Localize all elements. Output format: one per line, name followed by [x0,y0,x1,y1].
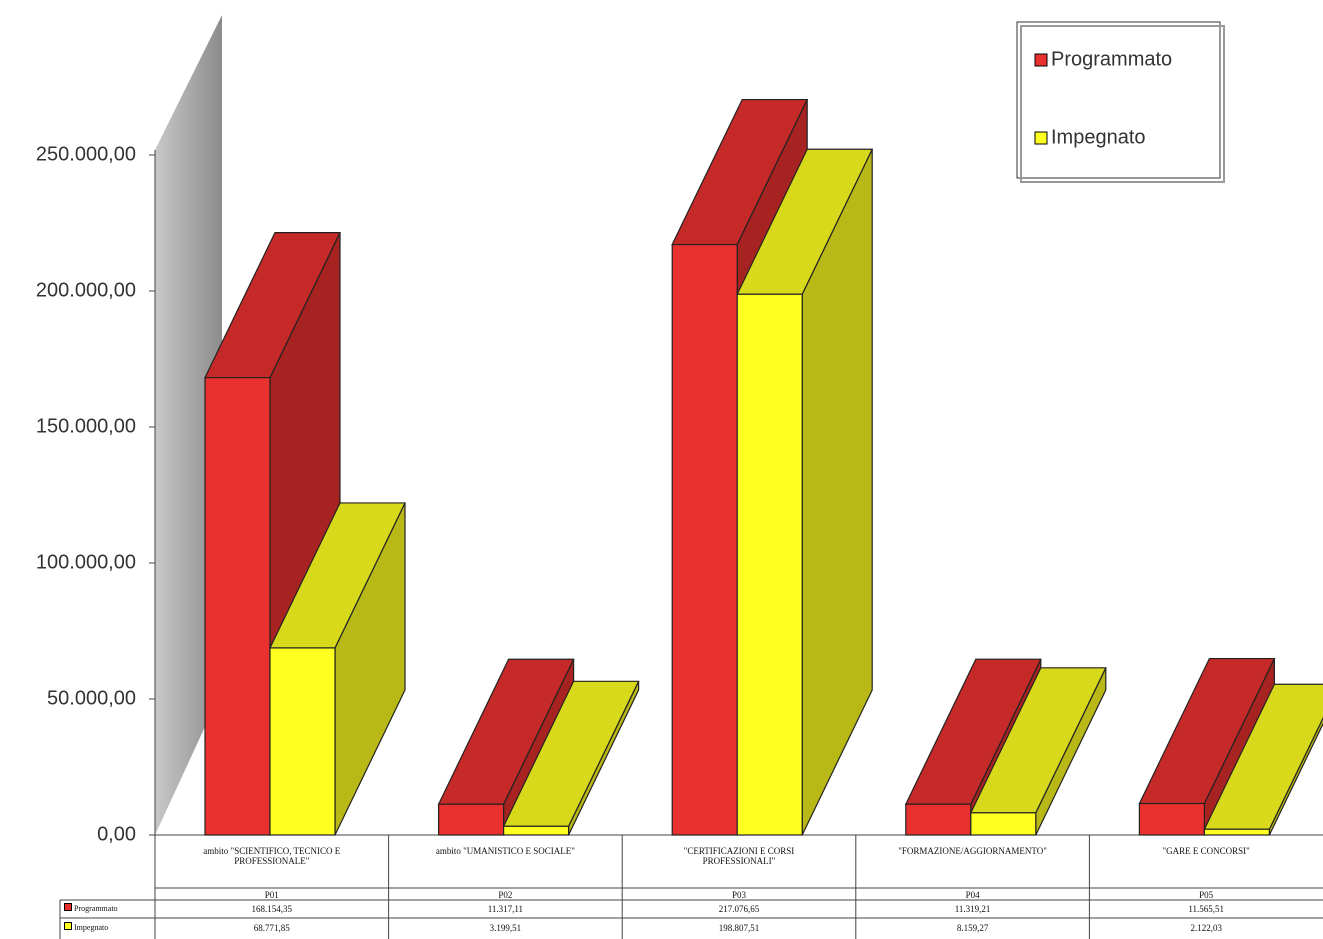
x-tick-label: ambito "UMANISTICO E SOCIALE" [435,846,575,856]
x-tick-label: ambito "SCIENTIFICO, TECNICO E PROFESSIO… [203,846,341,866]
table-cell: 3.199,51 [489,923,522,933]
code-cell: P03 [731,890,746,900]
code-cell: P02 [498,890,513,900]
bar-front [503,825,570,836]
y-tick-label: 0,00 [97,823,136,845]
table-swatch [64,922,72,930]
table-cell: 11.317,11 [487,904,524,914]
table-cell: 217.076,65 [718,904,760,914]
bar-front [970,812,1037,836]
legend-label: Programmato [1051,48,1172,70]
legend-shadow [1020,25,1225,183]
table-cell: 8.159,27 [956,923,989,933]
bar [969,667,1107,836]
bar-front [204,377,271,836]
code-cell: P04 [965,890,980,900]
legend-swatch [1034,53,1048,67]
bar-front [1203,828,1271,836]
bar-front [736,293,803,836]
y-tick-label: 250.000,00 [36,143,136,165]
legend [1016,21,1221,179]
table-cell: 168.154,35 [251,904,293,914]
code-cell: P01 [264,890,279,900]
bar-front [269,647,336,836]
table-row-label: Programmato [74,904,118,913]
bar-front [438,803,505,836]
x-tick-label: "GARE E CONCORSI" [1162,846,1250,856]
bar-front [1138,802,1206,836]
y-tick-label: 50.000,00 [47,687,136,709]
legend-label: Impegnato [1051,126,1146,148]
table-swatch [64,903,72,911]
y-tick-label: 100.000,00 [36,551,136,573]
table-row-name: Impegnato [64,922,108,934]
bar [1203,683,1323,836]
bar [736,148,874,836]
table-row-name: Programmato [64,903,118,915]
x-tick-label: "FORMAZIONE/AGGIORNAMENTO" [898,846,1047,856]
code-cell: P05 [1199,890,1214,900]
bar-front [671,243,738,836]
table-cell: 11.565,51 [1188,904,1225,914]
bar [1138,657,1276,836]
bar [502,680,640,836]
bar-front [905,803,972,836]
table-cell: 68.771,85 [253,923,290,933]
x-tick-label: "CERTIFICAZIONI E CORSI PROFESSIONALI" [683,846,795,866]
legend-swatch [1034,131,1048,145]
table-row-label: Impegnato [74,923,109,932]
table-cell: 11.319,21 [954,904,991,914]
y-tick-label: 150.000,00 [36,415,136,437]
table-cell: 2.122,03 [1190,923,1222,933]
y-tick-label: 200.000,00 [36,279,136,301]
table-cell: 198.807,51 [718,923,760,933]
bar [269,502,406,836]
